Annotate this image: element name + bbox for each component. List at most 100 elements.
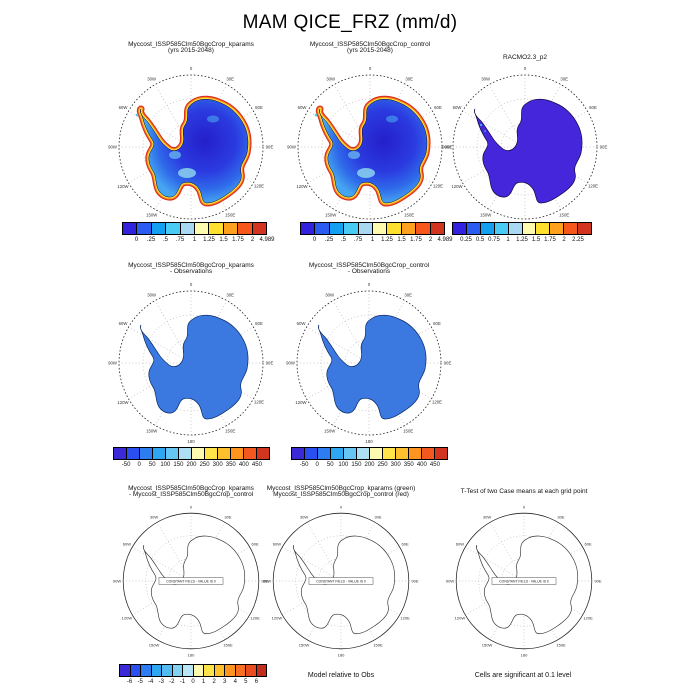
map-boundary-circle	[296, 290, 442, 436]
ring-label: 120W	[117, 184, 129, 189]
colorbar-tick-label: 1.75	[544, 237, 556, 243]
ring-label: 120E	[250, 615, 260, 620]
colorbar-tick-label: 4	[233, 679, 237, 685]
colorbar-tick-label: 1.75	[410, 237, 422, 243]
ring-label: 120E	[583, 615, 593, 620]
colorbar-tick-label: 200	[186, 462, 197, 468]
colorbar-box	[246, 665, 257, 676]
panel-title-kparams-mean: Myccost_ISSP585Clm50BgcCrop_kparams (yrs …	[81, 41, 301, 54]
ring-label: 90W	[108, 145, 118, 150]
colorbar-tick-label: 250	[377, 462, 388, 468]
colorbar-box	[238, 223, 253, 234]
colorbar-box	[257, 448, 269, 459]
ring-label: 120E	[432, 400, 442, 405]
colorbar-tick-label: 1	[370, 237, 375, 243]
colorbar-box	[329, 223, 345, 234]
colorbar-row2-control-obs: -50 0 50 100 150 200 250 300 350 400 450	[291, 447, 448, 468]
colorbar-box	[318, 448, 331, 459]
ring-label: 60E	[589, 105, 597, 110]
colorbar-tick-label: -2	[169, 679, 175, 685]
colorbar-tick-labels: -50 0 50 100 150 200 250 300 350 400 450	[113, 462, 270, 471]
colorbar-tick-label: 1	[201, 679, 206, 685]
antarctica-fill	[139, 314, 249, 420]
colorbar-box	[301, 223, 316, 234]
colorbar-box	[256, 665, 266, 676]
ring-label: 30W	[147, 77, 157, 82]
ring-label: 60W	[453, 105, 463, 110]
colorbar-boxes	[122, 222, 267, 235]
colorbar-tick-label: 150	[173, 462, 184, 468]
ring-label: 180	[365, 439, 373, 444]
ring-label: 120E	[400, 615, 410, 620]
ring-label: 90E	[261, 578, 269, 583]
figure-title: MAM QICE_FRZ (mm/d)	[242, 12, 458, 33]
panel-title-kparams-control-overlay: Myccost_ISSP585Clm50BgcCrop_kparams (gre…	[231, 485, 451, 498]
panel-title-kparams-minus-obs: Myccost_ISSP585Clm50BgcCrop_kparams - Obs…	[81, 262, 301, 275]
colorbar-tick-label: 400	[238, 462, 249, 468]
ring-label: 60W	[119, 321, 129, 326]
panel-title-line: Myccost_ISSP585Clm50BgcCrop_control (red…	[273, 491, 409, 498]
colorbar-box	[183, 665, 194, 676]
ring-label: 0	[190, 504, 193, 509]
panel-title-ttest: T-Test of two Case means at each grid po…	[414, 488, 634, 495]
ring-label: 180	[188, 652, 196, 657]
ring-label: 120W	[451, 184, 463, 189]
map-kparams-minus-control: CONSTANT FIELD - VALUE IS 0 0 30E 60E 90E 120…	[113, 504, 269, 657]
ring-label: 90W	[287, 145, 297, 150]
colorbar-box	[166, 448, 179, 459]
panel-title-line: Myccost_ISSP585Clm50BgcCrop_control	[308, 262, 430, 269]
colorbar-tick-label: 50	[326, 462, 334, 468]
ring-label: 30E	[557, 514, 565, 519]
colorbar-box	[373, 223, 388, 234]
ring-label: 30E	[226, 293, 234, 298]
colorbar-box	[522, 223, 537, 234]
colorbar-tick-label: 0.5	[475, 237, 485, 243]
colorbar-tick-label: -6	[126, 679, 133, 685]
ring-label: 30W	[326, 77, 336, 82]
colorbar-row3-diff: -6 -5 -4 -3 -2 -1 0 1 2 3 4 5 6	[119, 664, 267, 685]
colorbar-tick-label: 0.25	[460, 237, 472, 243]
ring-label: 0	[190, 282, 193, 287]
map-boundary-circle	[122, 512, 260, 650]
constant-field-label: CONSTANT FIELD - VALUE IS 0	[499, 579, 549, 583]
colorbar-box	[564, 223, 579, 234]
map-boundary-circle	[118, 74, 264, 220]
colorbar-box	[331, 448, 344, 459]
map-kparams-control-overlay: CONSTANT FIELD - VALUE IS 0 0 30E 60E 90E 120…	[263, 504, 419, 657]
panel-title-kparams-minus-control: Myccost_ISSP585Clm50BgcCrop_kparams - Myc…	[81, 485, 301, 498]
colorbar-box	[235, 665, 246, 676]
ring-label: 30W	[147, 293, 157, 298]
colorbar-box	[409, 448, 422, 459]
island-marker	[135, 113, 139, 117]
map-boundary-circle	[452, 74, 598, 220]
ring-label: 60E	[434, 105, 442, 110]
colorbar-tick-label: 1.25	[381, 237, 393, 243]
ring-label: 150W	[146, 429, 158, 434]
colorbar-box	[370, 448, 383, 459]
colorbar-box	[422, 448, 435, 459]
ring-label: 90E	[266, 145, 274, 150]
colorbar-row1-racmo: 0.25 0.5 0.75 1 1.25 1.5 1.75 2 2.25	[452, 222, 592, 243]
colorbar-tick-labels: -6 -5 -4 -3 -2 -1 0 1 2 3 4 5 6	[119, 679, 267, 688]
colorbar-box	[114, 448, 127, 459]
map-kparams-minus-obs: 0 30E 60E 90E 120E 150E 180 150W 120W 90W 60W 30W	[108, 282, 273, 444]
light-freeze-patch	[386, 115, 398, 123]
colorbar-tick-label: .75	[175, 237, 185, 243]
colorbar-box	[292, 448, 305, 459]
ring-label: 120W	[296, 184, 308, 189]
ring-label: 60E	[251, 541, 259, 546]
colorbar-tick-label: 50	[148, 462, 156, 468]
colorbar-tick-label: 450	[429, 462, 440, 468]
antarctica-fill	[473, 98, 583, 204]
light-freeze-patch	[169, 151, 181, 159]
ring-label: 90E	[594, 578, 602, 583]
colorbar-tick-label: 1.5	[219, 237, 228, 243]
ring-label: 150E	[404, 213, 414, 218]
colorbar-box	[416, 223, 431, 234]
ring-label: 60W	[298, 105, 308, 110]
colorbar-box	[550, 223, 565, 234]
island-marker	[314, 113, 318, 117]
colorbar-box	[179, 448, 192, 459]
ring-label: 0	[368, 282, 371, 287]
